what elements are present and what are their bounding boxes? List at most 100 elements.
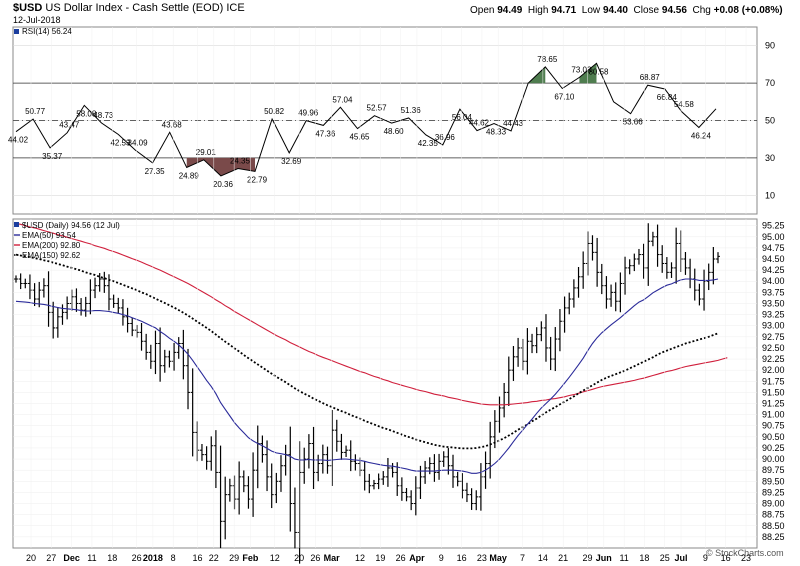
- price-y-tick: 90.50: [762, 432, 785, 442]
- rsi-data-label: 80.58: [588, 67, 609, 76]
- rsi-data-label: 66.84: [657, 93, 678, 102]
- price-y-tick: 88.50: [762, 521, 785, 531]
- price-y-tick: 92.25: [762, 354, 785, 364]
- rsi-data-label: 44.02: [8, 136, 29, 145]
- x-tick-label: 21: [558, 553, 568, 563]
- instrument-name: US Dollar Index - Cash Settle (EOD): [45, 2, 224, 14]
- x-tick-label: 18: [639, 553, 649, 563]
- rsi-data-label: 78.65: [537, 55, 558, 64]
- open-label: Open: [470, 5, 495, 16]
- rsi-data-label: 54.58: [674, 100, 695, 109]
- price-y-tick: 94.25: [762, 265, 785, 275]
- price-y-tick: 92.00: [762, 365, 785, 375]
- x-tick-label: 19: [375, 553, 385, 563]
- x-tick-label: 26: [396, 553, 406, 563]
- price-y-tick: 89.00: [762, 499, 785, 509]
- rsi-data-label: 45.65: [349, 133, 370, 142]
- rsi-data-label: 48.60: [384, 127, 405, 136]
- exchange: ICE: [226, 2, 245, 14]
- price-y-tick: 93.50: [762, 298, 785, 308]
- rsi-line: [15, 62, 717, 177]
- ohlc-summary: Open 94.49 High 94.71 Low 94.40 Close 94…: [470, 5, 783, 16]
- x-tick-label: 18: [107, 553, 117, 563]
- price-y-tick: 90.00: [762, 454, 785, 464]
- x-tick-label: 12: [355, 553, 365, 563]
- chg-label: Chg: [692, 5, 711, 16]
- price-y-tick: 90.25: [762, 443, 785, 453]
- chg-value: +0.08 (+0.08%): [713, 5, 783, 16]
- x-tick-label: 16: [721, 553, 731, 563]
- rsi-legend-swatch: [14, 29, 19, 34]
- price-legend-label: EMA(50) 93.54: [22, 231, 76, 240]
- price-y-tick: 89.50: [762, 476, 785, 486]
- rsi-data-label: 47.36: [315, 129, 336, 138]
- price-y-tick: 91.75: [762, 376, 785, 386]
- price-frame: [12, 218, 758, 549]
- x-tick-label: 29: [229, 553, 239, 563]
- x-tick-label: 20: [294, 553, 304, 563]
- x-tick-label: 11: [87, 553, 96, 563]
- rsi-overbought-area: [579, 63, 597, 84]
- symbol: $USD: [13, 2, 43, 14]
- chart-header-title: $USD US Dollar Index - Cash Settle (EOD)…: [13, 2, 245, 14]
- rsi-data-label: 27.35: [145, 167, 166, 176]
- rsi-data-label: 46.24: [691, 132, 712, 141]
- price-y-tick: 88.75: [762, 510, 785, 520]
- chart-date: 12-Jul-2018: [13, 15, 61, 25]
- rsi-y-tick: 70: [765, 78, 775, 88]
- x-tick-label: 11: [619, 553, 628, 563]
- rsi-data-label: 42.53: [110, 138, 131, 147]
- x-tick-label: 2018: [143, 553, 163, 563]
- rsi-data-label: 24.35: [230, 156, 251, 165]
- rsi-data-label: 35.37: [42, 152, 63, 161]
- price-y-tick: 90.75: [762, 421, 785, 431]
- rsi-data-label: 43.68: [162, 120, 183, 129]
- rsi-oversold-area: [186, 157, 256, 176]
- price-y-tick: 88.25: [762, 532, 785, 542]
- price-y-tick: 92.75: [762, 332, 785, 342]
- x-tick-label: 25: [660, 553, 670, 563]
- rsi-data-label: 49.96: [298, 109, 319, 118]
- x-tick-label: 26: [310, 553, 320, 563]
- price-y-tick: 94.50: [762, 254, 785, 264]
- x-tick-label: 9: [439, 553, 444, 563]
- x-tick-label: 29: [583, 553, 593, 563]
- price-y-tick: 92.50: [762, 343, 785, 353]
- price-y-tick: 95.00: [762, 232, 785, 242]
- rsi-data-label: 44.62: [469, 119, 490, 128]
- rsi-panel: 90 70 50 30 10 44.02 50.77 35.37 43.47 58.0848.73…: [8, 26, 775, 215]
- price-y-tick: 91.25: [762, 399, 785, 409]
- x-tick-label: 16: [193, 553, 203, 563]
- ema150-line: [15, 253, 719, 450]
- rsi-legend-label: RSI(14) 56.24: [22, 27, 72, 36]
- rsi-y-tick: 10: [765, 190, 775, 200]
- rsi-y-tick: 90: [765, 41, 775, 51]
- price-y-tick: 89.75: [762, 465, 785, 475]
- x-axis: 20 27 Dec 11 18 26 2018 8 16 22 29 Feb 12 20 26 Mar 12 19…: [26, 27, 751, 563]
- x-tick-label: Jul: [674, 553, 687, 563]
- x-tick-label: Dec: [63, 553, 80, 563]
- rsi-data-label: 52.57: [367, 104, 388, 113]
- rsi-data-label: 44.43: [503, 119, 524, 128]
- x-tick-label: 20: [26, 553, 36, 563]
- rsi-data-label: 48.33: [486, 128, 507, 137]
- rsi-data-label: 50.77: [25, 107, 46, 116]
- x-tick-label: 22: [209, 553, 219, 563]
- rsi-data-label: 32.69: [281, 157, 302, 166]
- price-y-tick: 91.00: [762, 410, 785, 420]
- x-tick-label: 14: [538, 553, 548, 563]
- x-tick-label: Feb: [242, 553, 259, 563]
- x-tick-label: 12: [270, 553, 280, 563]
- price-legend-swatch: [14, 222, 19, 227]
- low-value: 94.40: [602, 5, 628, 16]
- rsi-data-label: 24.89: [179, 171, 200, 180]
- rsi-data-label: 73.03: [571, 65, 592, 74]
- credit: © StockCharts.com: [706, 548, 784, 558]
- price-y-tick: 95.25: [762, 221, 785, 231]
- price-y-tick: 94.00: [762, 276, 785, 286]
- price-y-tick: 93.00: [762, 321, 785, 331]
- price-y-tick: 94.75: [762, 243, 785, 253]
- ema200-line: [15, 222, 728, 406]
- x-tick-label: 9: [703, 553, 708, 563]
